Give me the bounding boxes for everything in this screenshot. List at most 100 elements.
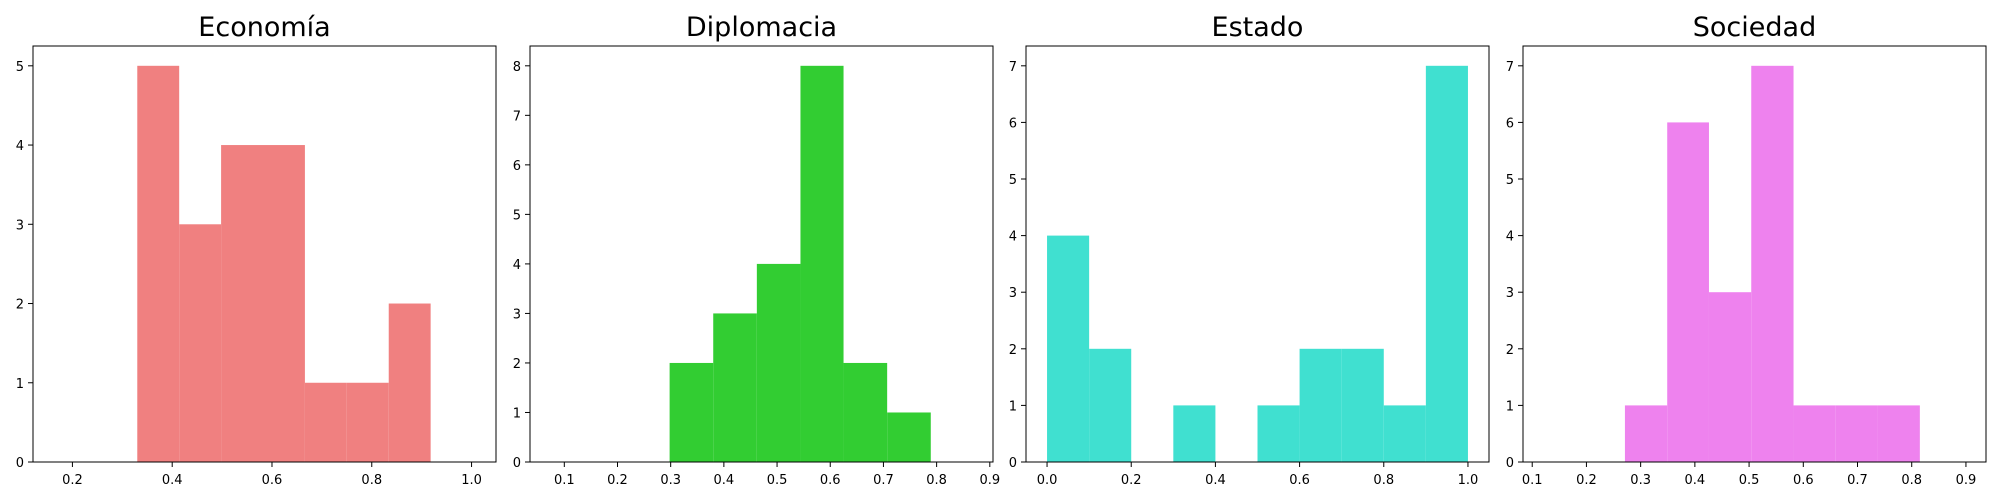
diplomacia-axes-frame <box>529 45 994 463</box>
sociedad-ytick-label-5: 5 <box>1506 173 1514 188</box>
estado-xtick-label-0: 0.0 <box>1037 473 1058 488</box>
sociedad-ytick-label-0: 0 <box>1506 456 1514 471</box>
estado-bar-7 <box>1425 65 1468 463</box>
economia-xtick-label-4: 1.0 <box>461 473 482 488</box>
sociedad-xtick-label-6: 0.7 <box>1847 473 1868 488</box>
economia-ytick-label-0: 0 <box>16 456 24 471</box>
economia-xtick-label-2: 0.6 <box>262 473 283 488</box>
sociedad-xtick-label-2: 0.3 <box>1630 473 1651 488</box>
estado-bar-3 <box>1257 405 1300 462</box>
sociedad-xtick-label-8: 0.9 <box>1956 473 1977 488</box>
estado-bar-1 <box>1089 348 1132 462</box>
panel-economia: 0.2 0.4 0.6 0.8 1.0 0 1 2 3 4 5 Economía <box>16 12 497 488</box>
sociedad-ytick-label-2: 2 <box>1506 343 1514 358</box>
estado-ytick-label-4: 4 <box>1009 230 1017 245</box>
diplomacia-xtick-label-2: 0.3 <box>660 473 681 488</box>
sociedad-bar-3 <box>1751 65 1794 463</box>
sociedad-bar-1 <box>1667 122 1709 462</box>
economia-ytick-label-3: 3 <box>16 218 24 233</box>
economia-ytick-label-5: 5 <box>16 60 24 75</box>
estado-ytick-label-5: 5 <box>1009 173 1017 188</box>
economia-xtick-label-3: 0.8 <box>361 473 382 488</box>
sociedad-bar-6 <box>1877 405 1920 462</box>
diplomacia-ytick-label-2: 2 <box>513 357 521 372</box>
economia-ytick-label-4: 4 <box>16 139 24 154</box>
diplomacia-xtick-label-6: 0.7 <box>873 473 894 488</box>
sociedad-axes-frame <box>1522 45 1987 463</box>
estado-ytick-label-7: 7 <box>1009 60 1017 75</box>
diplomacia-ytick-label-1: 1 <box>513 406 521 421</box>
diplomacia-xtick-label-4: 0.5 <box>767 473 788 488</box>
sociedad-xtick-label-3: 0.4 <box>1685 473 1706 488</box>
economia-bar-3 <box>263 145 305 463</box>
sociedad-xtick-label-7: 0.8 <box>1901 473 1922 488</box>
diplomacia-ytick-label-4: 4 <box>513 258 521 273</box>
estado-ytick-label-3: 3 <box>1009 286 1017 301</box>
estado-ytick-label-0: 0 <box>1009 456 1017 471</box>
economia-axes-frame <box>32 45 497 463</box>
estado-xtick-label-3: 0.6 <box>1289 473 1310 488</box>
diplomacia-xtick-label-0: 0.1 <box>554 473 575 488</box>
diplomacia-bar-2 <box>756 263 801 462</box>
estado-bar-6 <box>1383 405 1426 462</box>
diplomacia-ytick-label-0: 0 <box>513 456 521 471</box>
estado-ytick-label-1: 1 <box>1009 399 1017 414</box>
sociedad-ytick-label-4: 4 <box>1506 230 1514 245</box>
sociedad-ytick-label-6: 6 <box>1506 116 1514 131</box>
estado-ytick-label-6: 6 <box>1009 116 1017 131</box>
panel-sociedad: 0.1 0.2 0.3 0.4 0.5 0.6 0.7 0.8 0.9 0 1 2 3 4 5 6 7 Socie… <box>1506 12 1987 488</box>
diplomacia-bar-4 <box>843 362 888 462</box>
economia-ytick-label-1: 1 <box>16 377 24 392</box>
sociedad-xtick-label-4: 0.5 <box>1739 473 1760 488</box>
diplomacia-ytick-label-5: 5 <box>513 208 521 223</box>
sociedad-bar-5 <box>1835 405 1878 462</box>
sociedad-bar-2 <box>1708 292 1752 462</box>
estado-bar-5 <box>1341 348 1384 462</box>
sociedad-bar-4 <box>1793 405 1836 462</box>
estado-ytick-label-2: 2 <box>1009 343 1017 358</box>
estado-axes-frame <box>1025 45 1490 463</box>
diplomacia-ytick-label-3: 3 <box>513 307 521 322</box>
economia-bar-5 <box>346 382 389 462</box>
estado-xtick-label-5: 1.0 <box>1458 473 1479 488</box>
panel-diplomacia: 0.1 0.2 0.3 0.4 0.5 0.6 0.7 0.8 0.9 0 1 2 3 4 5 6 7 8 Dipl… <box>513 12 1000 488</box>
economia-bar-4 <box>304 382 347 462</box>
diplomacia-xtick-label-5: 0.6 <box>820 473 841 488</box>
diplomacia-bar-5 <box>887 412 931 462</box>
economia-bar-1 <box>179 224 222 462</box>
economia-ytick-label-2: 2 <box>16 298 24 313</box>
economia-bar-0 <box>137 65 180 463</box>
diplomacia-bar-1 <box>713 313 757 462</box>
sociedad-ytick-label-3: 3 <box>1506 286 1514 301</box>
panel-estado: 0.0 0.2 0.4 0.6 0.8 1.0 0 1 2 3 4 5 6 7 Estado <box>1009 12 1490 488</box>
economia-xtick-label-1: 0.4 <box>162 473 183 488</box>
diplomacia-ytick-label-6: 6 <box>513 159 521 174</box>
economia-bar-2 <box>221 145 264 463</box>
diplomacia-xtick-label-7: 0.8 <box>926 473 947 488</box>
sociedad-xtick-label-0: 0.1 <box>1522 473 1543 488</box>
estado-xtick-label-1: 0.2 <box>1121 473 1142 488</box>
diplomacia-ytick-label-7: 7 <box>513 109 521 124</box>
estado-bar-0 <box>1047 235 1090 462</box>
sociedad-ytick-label-1: 1 <box>1506 399 1514 414</box>
estado-bar-4 <box>1299 348 1342 462</box>
diplomacia-title: Diplomacia <box>686 12 837 43</box>
diplomacia-xtick-label-8: 0.9 <box>979 473 1000 488</box>
diplomacia-xtick-label-3: 0.4 <box>714 473 735 488</box>
estado-bar-2 <box>1173 405 1216 462</box>
estado-title: Estado <box>1212 12 1304 43</box>
economia-xtick-label-0: 0.2 <box>62 473 83 488</box>
economia-bar-6 <box>388 303 431 462</box>
sociedad-title: Sociedad <box>1693 12 1816 43</box>
sociedad-xtick-label-1: 0.2 <box>1576 473 1597 488</box>
sociedad-xtick-label-5: 0.6 <box>1793 473 1814 488</box>
diplomacia-bar-0 <box>669 362 714 462</box>
estado-xtick-label-2: 0.4 <box>1205 473 1226 488</box>
diplomacia-bar-3 <box>800 65 844 463</box>
sociedad-bar-0 <box>1624 405 1668 462</box>
estado-xtick-label-4: 0.8 <box>1373 473 1394 488</box>
sociedad-ytick-label-7: 7 <box>1506 60 1514 75</box>
diplomacia-ytick-label-8: 8 <box>513 60 521 75</box>
diplomacia-xtick-label-1: 0.2 <box>607 473 628 488</box>
